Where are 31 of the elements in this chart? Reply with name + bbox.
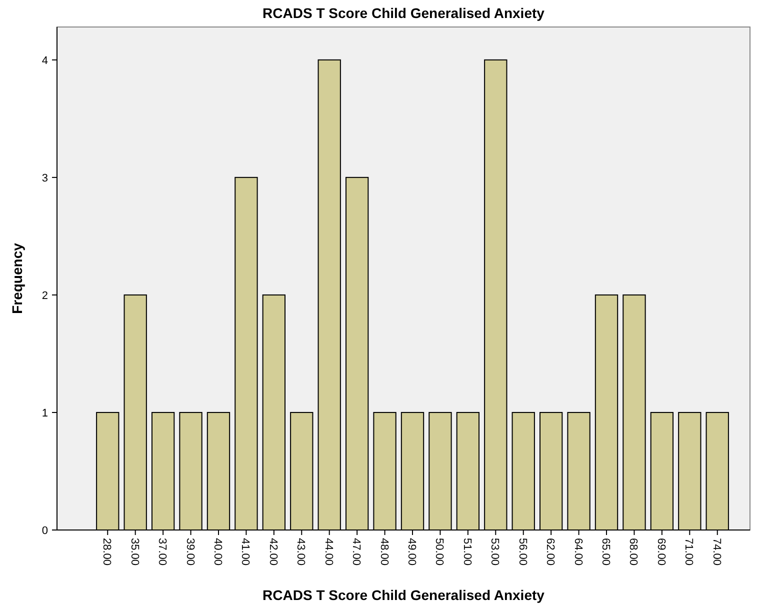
x-axis-title: RCADS T Score Child Generalised Anxiety [262,587,545,603]
y-tick-label: 3 [42,172,48,184]
x-tick-label: 65.00 [600,538,612,566]
chart-title: RCADS T Score Child Generalised Anxiety [262,5,545,21]
x-tick-label: 64.00 [572,538,584,566]
x-tick-label: 51.00 [460,538,473,566]
x-tick-label: 43.00 [294,538,307,566]
x-tick-label: 62.00 [544,538,556,566]
x-tick-label: 48.00 [378,538,390,566]
x-tick-label: 42.00 [266,538,279,566]
x-tick-label: 49.00 [406,538,418,566]
x-tick-label: 50.00 [433,538,446,566]
x-tick-label: 39.00 [184,538,196,566]
x-tick-label: 47.00 [350,538,362,566]
x-tick-label: 68.00 [627,538,640,566]
x-tick-label: 71.00 [682,538,695,566]
x-tick-label: 41.00 [239,538,252,566]
y-tick-label: 0 [42,524,48,537]
x-tick-label: 74.00 [710,538,722,566]
x-tick-label: 56.00 [516,538,528,566]
x-tick-label: 40.00 [211,538,224,566]
x-tick-label: 28.00 [100,538,113,566]
y-axis-title: Frequency [9,242,25,314]
y-tick-label: 2 [42,290,48,302]
x-tick-label: 53.00 [488,538,501,566]
x-tick-label: 35.00 [128,538,140,566]
x-tick-label: 69.00 [654,538,667,566]
y-tick-label: 4 [42,54,48,67]
x-tick-label: 37.00 [156,538,168,566]
x-tick-label: 44.00 [322,538,334,566]
y-tick-label: 1 [42,407,48,420]
